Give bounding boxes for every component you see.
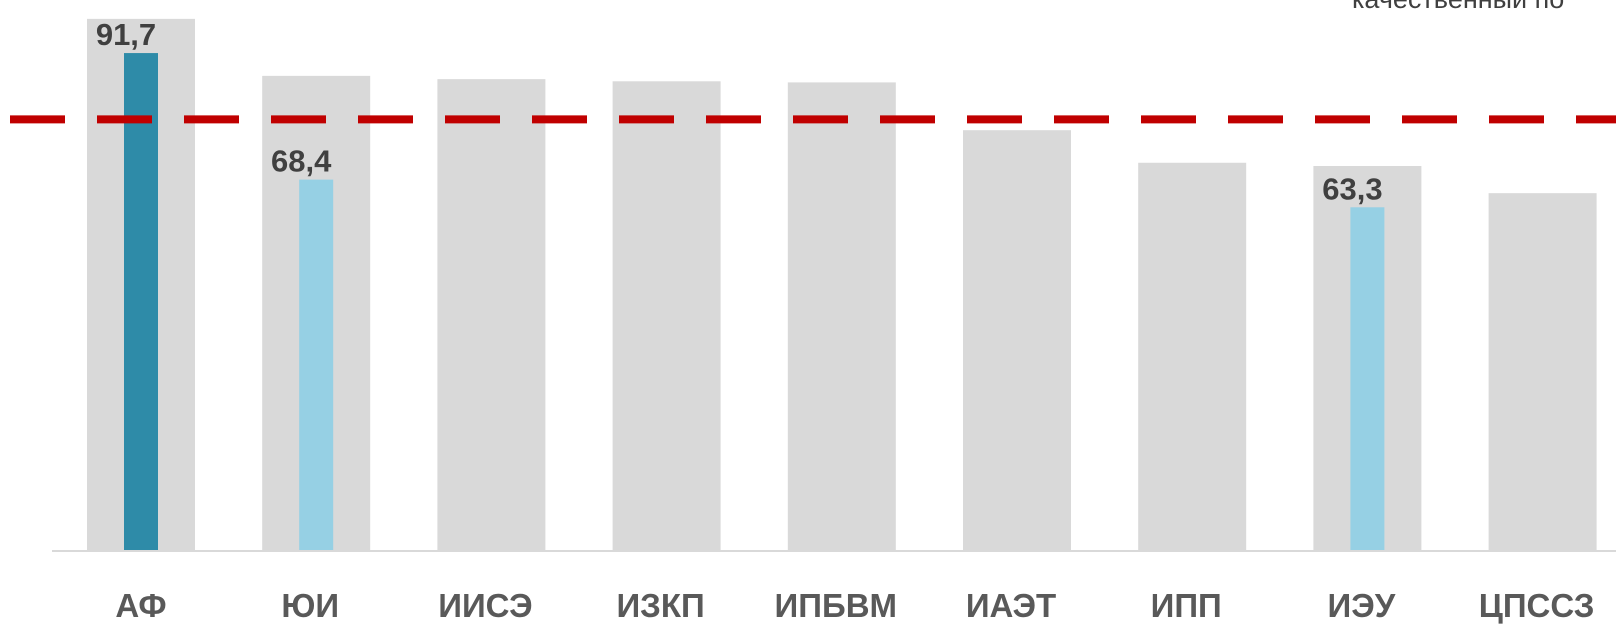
background-bar	[1488, 193, 1597, 551]
data-labels: 91,7 68,4 63,3	[96, 17, 1383, 206]
category-label: ИПП	[1151, 587, 1222, 624]
highlight-bar	[299, 179, 334, 551]
background-bar	[963, 130, 1071, 552]
category-label: ЮИ	[281, 587, 339, 624]
annotation-text: качественный по	[1352, 0, 1564, 14]
background-bar	[787, 82, 896, 552]
category-label: ИПБВМ	[775, 587, 897, 624]
category-label: ИЗКП	[616, 587, 704, 624]
category-labels: АФ ЮИ ИИСЭ ИЗКП ИПБВМ ИАЭТ ИПП ИЭУ ЦПССЗ	[115, 587, 1594, 624]
category-label: ИАЭТ	[966, 587, 1056, 624]
highlight-bars	[124, 53, 1385, 551]
highlight-bar	[1350, 207, 1385, 551]
background-bar	[437, 79, 546, 552]
category-label: ИИСЭ	[438, 587, 532, 624]
data-label: 63,3	[1322, 171, 1382, 206]
data-label: 91,7	[96, 17, 156, 52]
background-bar	[1138, 162, 1247, 551]
category-label: АФ	[115, 587, 166, 624]
data-label: 68,4	[271, 144, 332, 179]
background-bar	[612, 81, 721, 552]
category-label: ИЭУ	[1328, 587, 1396, 624]
highlight-bar	[124, 53, 158, 551]
category-label: ЦПССЗ	[1479, 587, 1595, 624]
